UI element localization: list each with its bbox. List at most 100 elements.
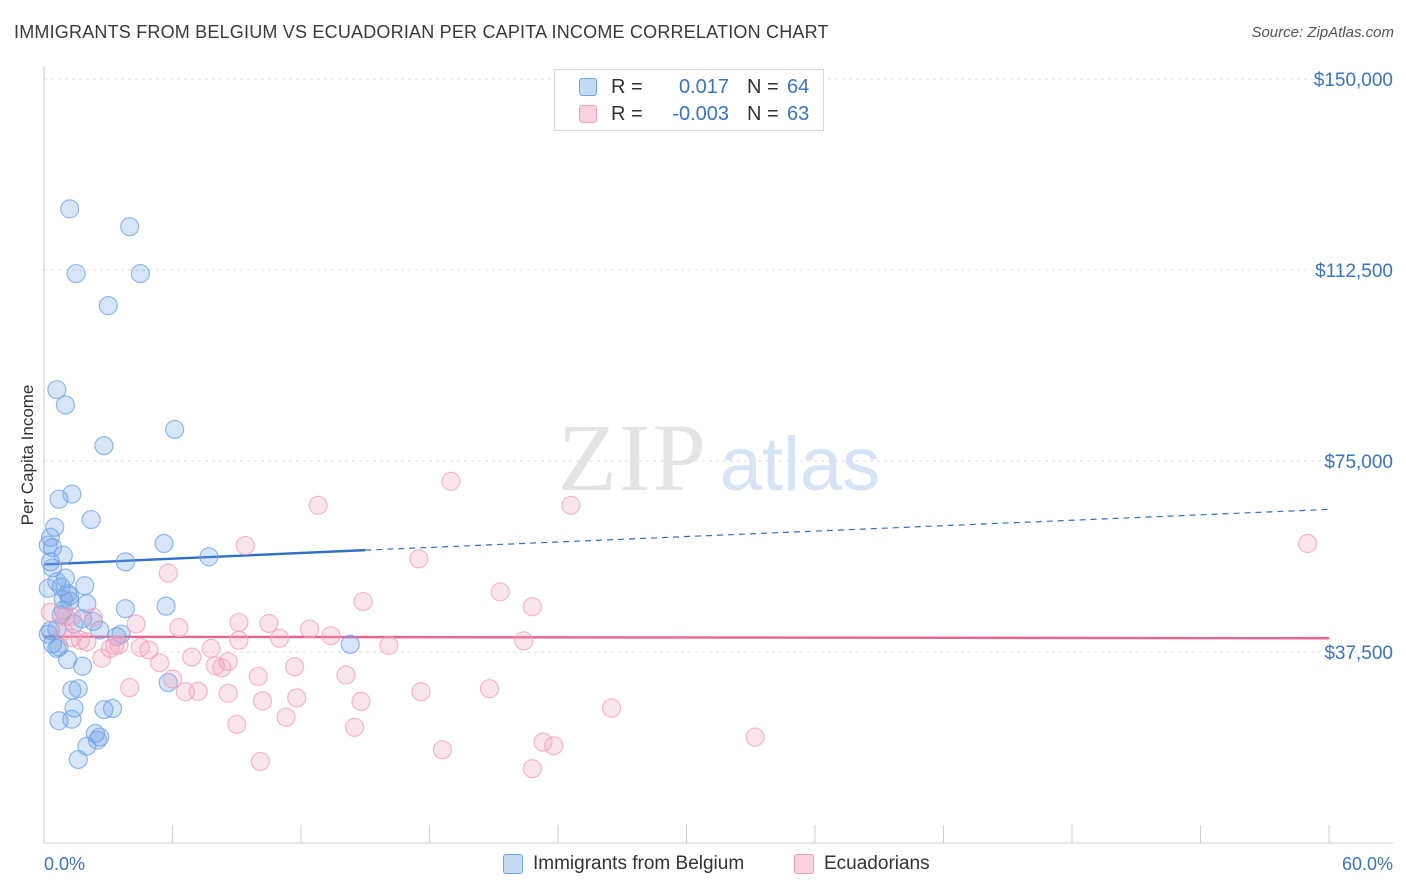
point-ecuadorian xyxy=(229,612,249,633)
point-ecuadorian xyxy=(522,597,542,617)
point-ecuadorian xyxy=(276,707,296,727)
point-belgium xyxy=(87,730,108,750)
point-ecuadorian xyxy=(479,679,500,699)
legend-n-value-belgium: 64 xyxy=(787,75,810,98)
point-ecuadorian xyxy=(745,727,765,747)
point-ecuadorian xyxy=(150,653,170,673)
point-belgium xyxy=(60,199,80,219)
point-belgium xyxy=(72,656,93,676)
point-ecuadorian xyxy=(77,632,97,652)
x-tick-label-max: 60.0% xyxy=(1342,854,1393,874)
trend-line-belgium-extrapolated xyxy=(365,508,1330,551)
point-ecuadorian xyxy=(252,691,273,711)
point-belgium xyxy=(94,436,114,456)
legend-n-value-ecuadorians: 63 xyxy=(787,102,810,125)
point-ecuadorian xyxy=(250,751,270,772)
point-belgium xyxy=(66,263,86,284)
point-belgium xyxy=(47,380,67,400)
point-belgium xyxy=(38,624,58,644)
trend-line-belgium xyxy=(43,548,366,566)
axes xyxy=(43,66,1393,844)
point-belgium xyxy=(130,263,150,284)
point-belgium xyxy=(98,296,118,316)
point-ecuadorian xyxy=(188,681,208,701)
point-belgium xyxy=(120,217,140,237)
point-belgium xyxy=(68,679,88,699)
y-tick-labels: $37,500 $75,000 $112,500 $150,000 xyxy=(1314,70,1393,664)
point-ecuadorian xyxy=(83,607,103,627)
point-ecuadorian xyxy=(120,678,140,698)
gridlines xyxy=(44,78,1393,653)
point-ecuadorian xyxy=(169,617,189,638)
point-ecuadorian xyxy=(227,714,247,734)
point-belgium xyxy=(60,591,80,611)
point-ecuadorian xyxy=(533,732,553,752)
point-ecuadorian xyxy=(139,640,159,660)
point-ecuadorian xyxy=(299,619,320,639)
chart-title: IMMIGRANTS FROM BELGIUM VS ECUADORIAN PE… xyxy=(14,22,829,42)
series-swatch-pink xyxy=(794,854,814,874)
point-belgium xyxy=(68,749,88,770)
point-belgium xyxy=(42,537,63,558)
legend-row-ecuadorians: R = -0.003 N = 63 xyxy=(579,101,809,127)
point-ecuadorian xyxy=(158,563,178,583)
watermark-atlas: atlas xyxy=(720,422,881,507)
point-ecuadorian xyxy=(229,630,249,650)
point-belgium xyxy=(55,395,76,415)
legend-r-value-ecuadorians: -0.003 xyxy=(672,102,729,125)
point-belgium xyxy=(154,533,174,554)
point-ecuadorian xyxy=(490,582,510,602)
point-ecuadorian xyxy=(212,658,232,678)
legend-row-belgium: R = 0.017 N = 64 xyxy=(579,74,809,100)
point-ecuadorian xyxy=(259,613,279,634)
point-belgium xyxy=(199,547,219,567)
point-ecuadorian xyxy=(601,698,622,718)
legend-swatch-blue xyxy=(579,78,597,96)
point-ecuadorian xyxy=(218,683,238,703)
point-ecuadorian xyxy=(287,688,307,708)
legend-r-label: R = xyxy=(611,75,643,98)
point-ecuadorian xyxy=(514,631,534,651)
series-swatch-blue xyxy=(503,854,523,874)
point-ecuadorian xyxy=(561,495,581,515)
legend-r-label: R = xyxy=(611,102,643,125)
source-label: Source: ZipAtlas.com xyxy=(1251,24,1394,41)
point-belgium xyxy=(81,509,101,530)
point-ecuadorian xyxy=(235,535,255,556)
point-ecuadorian xyxy=(544,736,564,756)
x-tick-label-min: 0.0% xyxy=(44,854,85,874)
point-ecuadorian xyxy=(100,638,120,659)
point-ecuadorian xyxy=(182,647,202,667)
trend-lines xyxy=(43,508,1330,640)
point-belgium xyxy=(62,709,82,729)
point-ecuadorian xyxy=(201,638,221,659)
y-tick-label: $112,500 xyxy=(1315,261,1393,282)
series-label-ecuadorians: Ecuadorians xyxy=(824,853,930,874)
point-ecuadorian xyxy=(353,591,373,612)
legend-r-value-belgium: 0.017 xyxy=(678,75,729,98)
point-ecuadorian xyxy=(70,630,91,650)
legend-n-label: N = xyxy=(747,102,779,125)
point-ecuadorian xyxy=(284,657,305,677)
point-ecuadorian xyxy=(321,626,341,646)
point-belgium xyxy=(57,583,78,604)
point-belgium xyxy=(102,698,123,719)
point-ecuadorian xyxy=(441,471,461,491)
series-legend-ecuadorians: Ecuadorians xyxy=(794,851,930,877)
point-ecuadorian xyxy=(351,691,371,712)
point-ecuadorian xyxy=(269,628,290,648)
point-ecuadorian xyxy=(344,717,365,737)
point-belgium xyxy=(156,596,176,616)
legend-swatch-pink xyxy=(579,105,597,123)
series-legend-belgium: Immigrants from Belgium xyxy=(503,851,744,877)
point-ecuadorian xyxy=(126,614,146,634)
point-ecuadorian xyxy=(409,549,429,569)
point-ecuadorian xyxy=(336,665,356,685)
point-ecuadorian xyxy=(1297,533,1318,554)
point-ecuadorian xyxy=(162,669,183,689)
trend-line-ecuadorians xyxy=(43,635,1330,640)
point-belgium xyxy=(49,489,69,509)
watermark-zip: ZIP xyxy=(558,404,708,511)
point-belgium xyxy=(340,634,360,654)
